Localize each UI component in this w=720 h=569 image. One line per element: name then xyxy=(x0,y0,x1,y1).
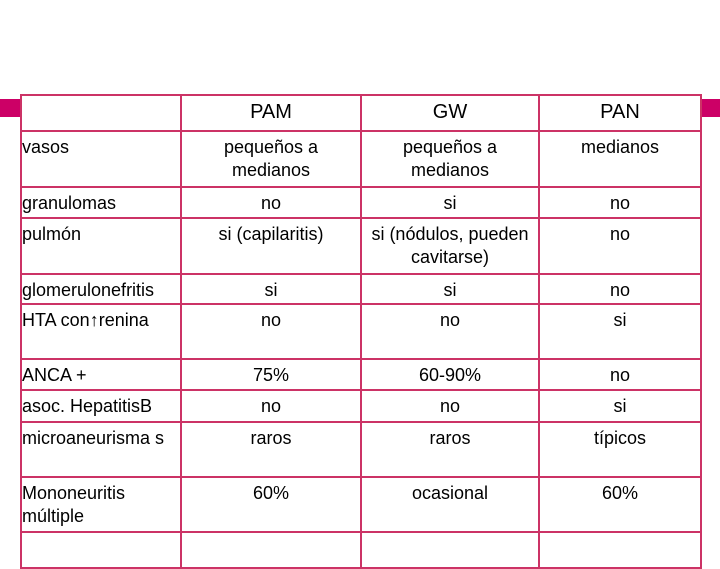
cell-pam: no xyxy=(180,186,362,219)
cell-gw: pequeños a medianos xyxy=(360,130,540,188)
table-row: pulmón si (capilaritis) si (nódulos, pue… xyxy=(20,217,702,275)
cell-gw: si xyxy=(360,186,540,219)
cell-pam: pequeños a medianos xyxy=(180,130,362,188)
cell-pam: raros xyxy=(180,421,362,478)
table-row: glomerulonefritis si si no xyxy=(20,273,702,305)
row-label: Mononeuritis múltiple xyxy=(20,476,182,533)
header-pam: PAM xyxy=(180,94,362,132)
cell-gw: ocasional xyxy=(360,476,540,533)
table-row: Mononeuritis múltiple 60% ocasional 60% xyxy=(20,476,702,533)
cell-gw: 60-90% xyxy=(360,358,540,391)
row-label: vasos xyxy=(20,130,182,188)
cell-pam: si xyxy=(180,273,362,305)
cell-pan: no xyxy=(538,273,702,305)
table-row: HTA con↑renina no no si xyxy=(20,303,702,360)
cell-gw: si (nódulos, pueden cavitarse) xyxy=(360,217,540,275)
comparison-table: PAM GW PAN vasos pequeños a medianos peq… xyxy=(20,94,702,569)
table-row: ANCA + 75% 60-90% no xyxy=(20,358,702,391)
cell-pan: típicos xyxy=(538,421,702,478)
row-label: pulmón xyxy=(20,217,182,275)
table-row: microaneurisma s raros raros típicos xyxy=(20,421,702,478)
row-label: ANCA + xyxy=(20,358,182,391)
cell-pan: si xyxy=(538,389,702,423)
cell-pam: si (capilaritis) xyxy=(180,217,362,275)
cell-pan: medianos xyxy=(538,130,702,188)
row-label: glomerulonefritis xyxy=(20,273,182,305)
cell-gw: no xyxy=(360,389,540,423)
cell-pam: 60% xyxy=(180,476,362,533)
cell-pam: 75% xyxy=(180,358,362,391)
cell-gw: no xyxy=(360,303,540,360)
cell-gw: si xyxy=(360,273,540,305)
clipped-cell xyxy=(180,531,362,569)
cell-gw: raros xyxy=(360,421,540,478)
cell-pan: no xyxy=(538,217,702,275)
accent-bar-right xyxy=(700,99,720,117)
cell-pan: no xyxy=(538,186,702,219)
cell-pan: no xyxy=(538,358,702,391)
row-label: asoc. HepatitisB xyxy=(20,389,182,423)
cell-pan: si xyxy=(538,303,702,360)
header-row: PAM GW PAN xyxy=(20,94,702,132)
header-pan: PAN xyxy=(538,94,702,132)
clipped-cell xyxy=(538,531,702,569)
header-empty-cell xyxy=(20,94,182,132)
row-label: granulomas xyxy=(20,186,182,219)
clipped-cell xyxy=(360,531,540,569)
table-row: vasos pequeños a medianos pequeños a med… xyxy=(20,130,702,188)
row-label: HTA con↑renina xyxy=(20,303,182,360)
table-row: asoc. HepatitisB no no si xyxy=(20,389,702,423)
cell-pam: no xyxy=(180,303,362,360)
cell-pam: no xyxy=(180,389,362,423)
table-row: granulomas no si no xyxy=(20,186,702,219)
clipped-cell xyxy=(20,531,182,569)
accent-bar-left xyxy=(0,99,20,117)
row-label: microaneurisma s xyxy=(20,421,182,478)
table-row-clipped xyxy=(20,531,702,569)
header-gw: GW xyxy=(360,94,540,132)
cell-pan: 60% xyxy=(538,476,702,533)
